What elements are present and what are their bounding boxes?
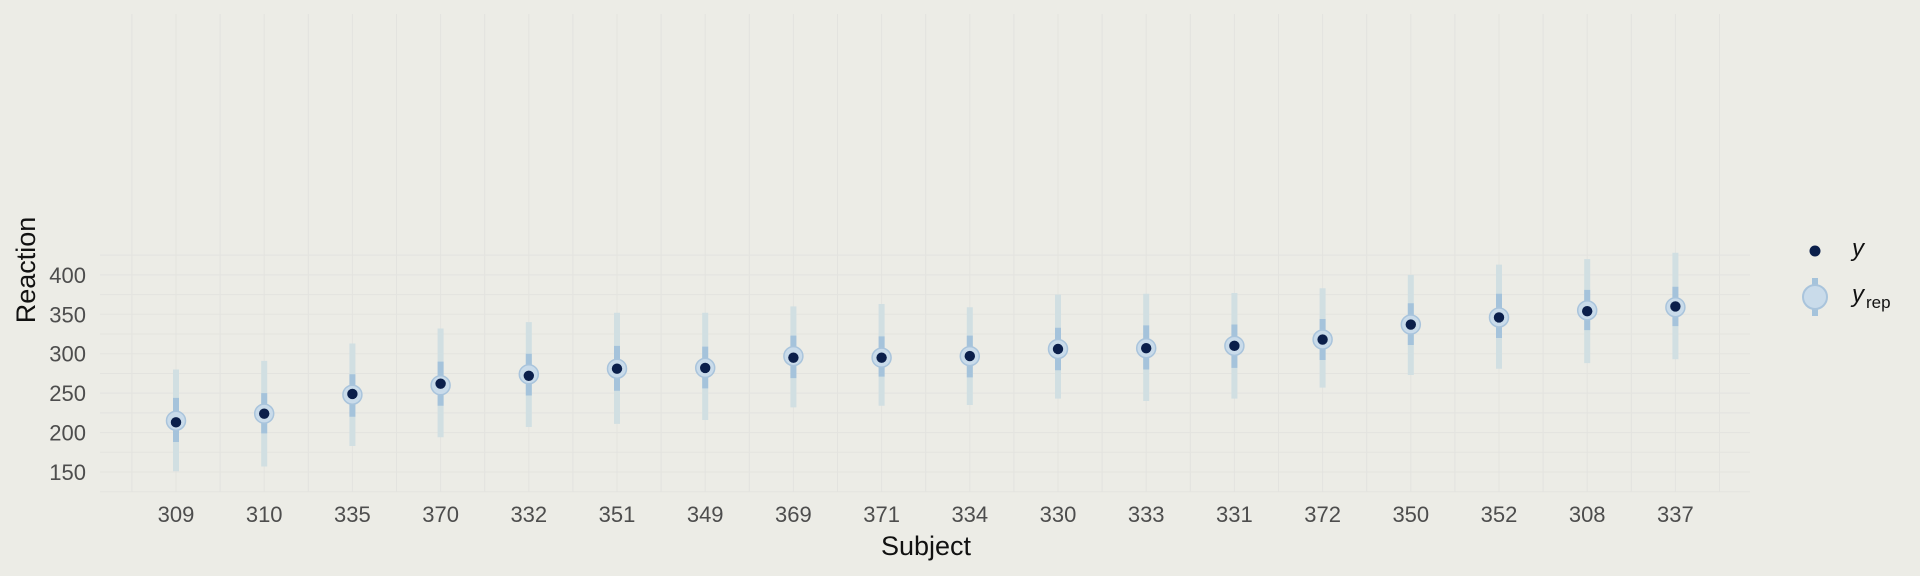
y-point-310 — [259, 408, 270, 419]
y-point-349 — [700, 362, 711, 374]
legend-item-y: y — [1809, 235, 1866, 262]
grid-lines — [100, 14, 1750, 493]
y-point-330 — [1052, 343, 1064, 355]
y-point-332 — [523, 370, 534, 382]
x-tick-label-333: 333 — [1128, 502, 1165, 527]
legend-yrep-label-main: y — [1850, 281, 1866, 308]
x-tick-label-370: 370 — [422, 502, 459, 527]
y-point-331 — [1229, 340, 1240, 352]
x-tick-label-337: 337 — [1657, 502, 1694, 527]
x-tick-label-350: 350 — [1392, 502, 1429, 527]
legend-y-label: y — [1850, 235, 1866, 262]
y-point-350 — [1405, 319, 1417, 330]
y-points — [170, 301, 1681, 428]
y-point-371 — [876, 352, 887, 363]
legend-yrep-label-sub: rep — [1866, 293, 1891, 312]
x-tick-label-369: 369 — [775, 502, 812, 527]
y-tick-label-400: 400 — [49, 263, 86, 288]
legend-item-yrep: y rep — [1802, 278, 1891, 316]
y-axis-title: Reaction — [11, 217, 41, 324]
y-point-335 — [347, 388, 358, 400]
y-tick-label-300: 300 — [49, 342, 86, 367]
y-point-337 — [1670, 301, 1681, 312]
y-point-372 — [1317, 334, 1328, 345]
x-tick-label-371: 371 — [863, 502, 900, 527]
y-point-352 — [1493, 312, 1505, 323]
x-tick-label-332: 332 — [510, 502, 547, 527]
y-tick-labels: 150 200 250 300 350 400 — [49, 263, 86, 485]
x-tick-label-331: 331 — [1216, 502, 1253, 527]
x-tick-label-352: 352 — [1481, 502, 1518, 527]
x-tick-label-310: 310 — [246, 502, 283, 527]
x-tick-label-335: 335 — [334, 502, 371, 527]
x-tick-label-351: 351 — [599, 502, 636, 527]
y-point-351 — [611, 363, 623, 374]
x-tick-label-330: 330 — [1040, 502, 1077, 527]
legend-y-swatch — [1809, 245, 1821, 257]
y-tick-label-150: 150 — [49, 460, 86, 485]
x-tick-label-309: 309 — [158, 502, 195, 527]
x-tick-label-308: 308 — [1569, 502, 1606, 527]
y-tick-label-350: 350 — [49, 302, 86, 327]
y-point-334 — [964, 350, 975, 362]
legend-yrep-point-swatch — [1802, 284, 1828, 310]
y-point-308 — [1582, 305, 1593, 317]
x-tick-label-349: 349 — [687, 502, 724, 527]
x-axis-title: Subject — [881, 531, 972, 561]
y-point-309 — [170, 417, 182, 428]
y-tick-label-250: 250 — [49, 381, 86, 406]
legend-yrep-label: y rep — [1850, 281, 1891, 312]
y-point-333 — [1141, 343, 1152, 354]
x-tick-label-372: 372 — [1304, 502, 1341, 527]
legend: y y rep — [1802, 235, 1891, 316]
y-point-370 — [435, 378, 446, 389]
x-tick-labels: 309 310 335 370 332 351 349 369 371 334 330 333 331 3… — [158, 502, 1694, 527]
x-tick-label-334: 334 — [951, 502, 988, 527]
y-point-369 — [788, 352, 799, 363]
y-tick-label-200: 200 — [49, 421, 86, 446]
